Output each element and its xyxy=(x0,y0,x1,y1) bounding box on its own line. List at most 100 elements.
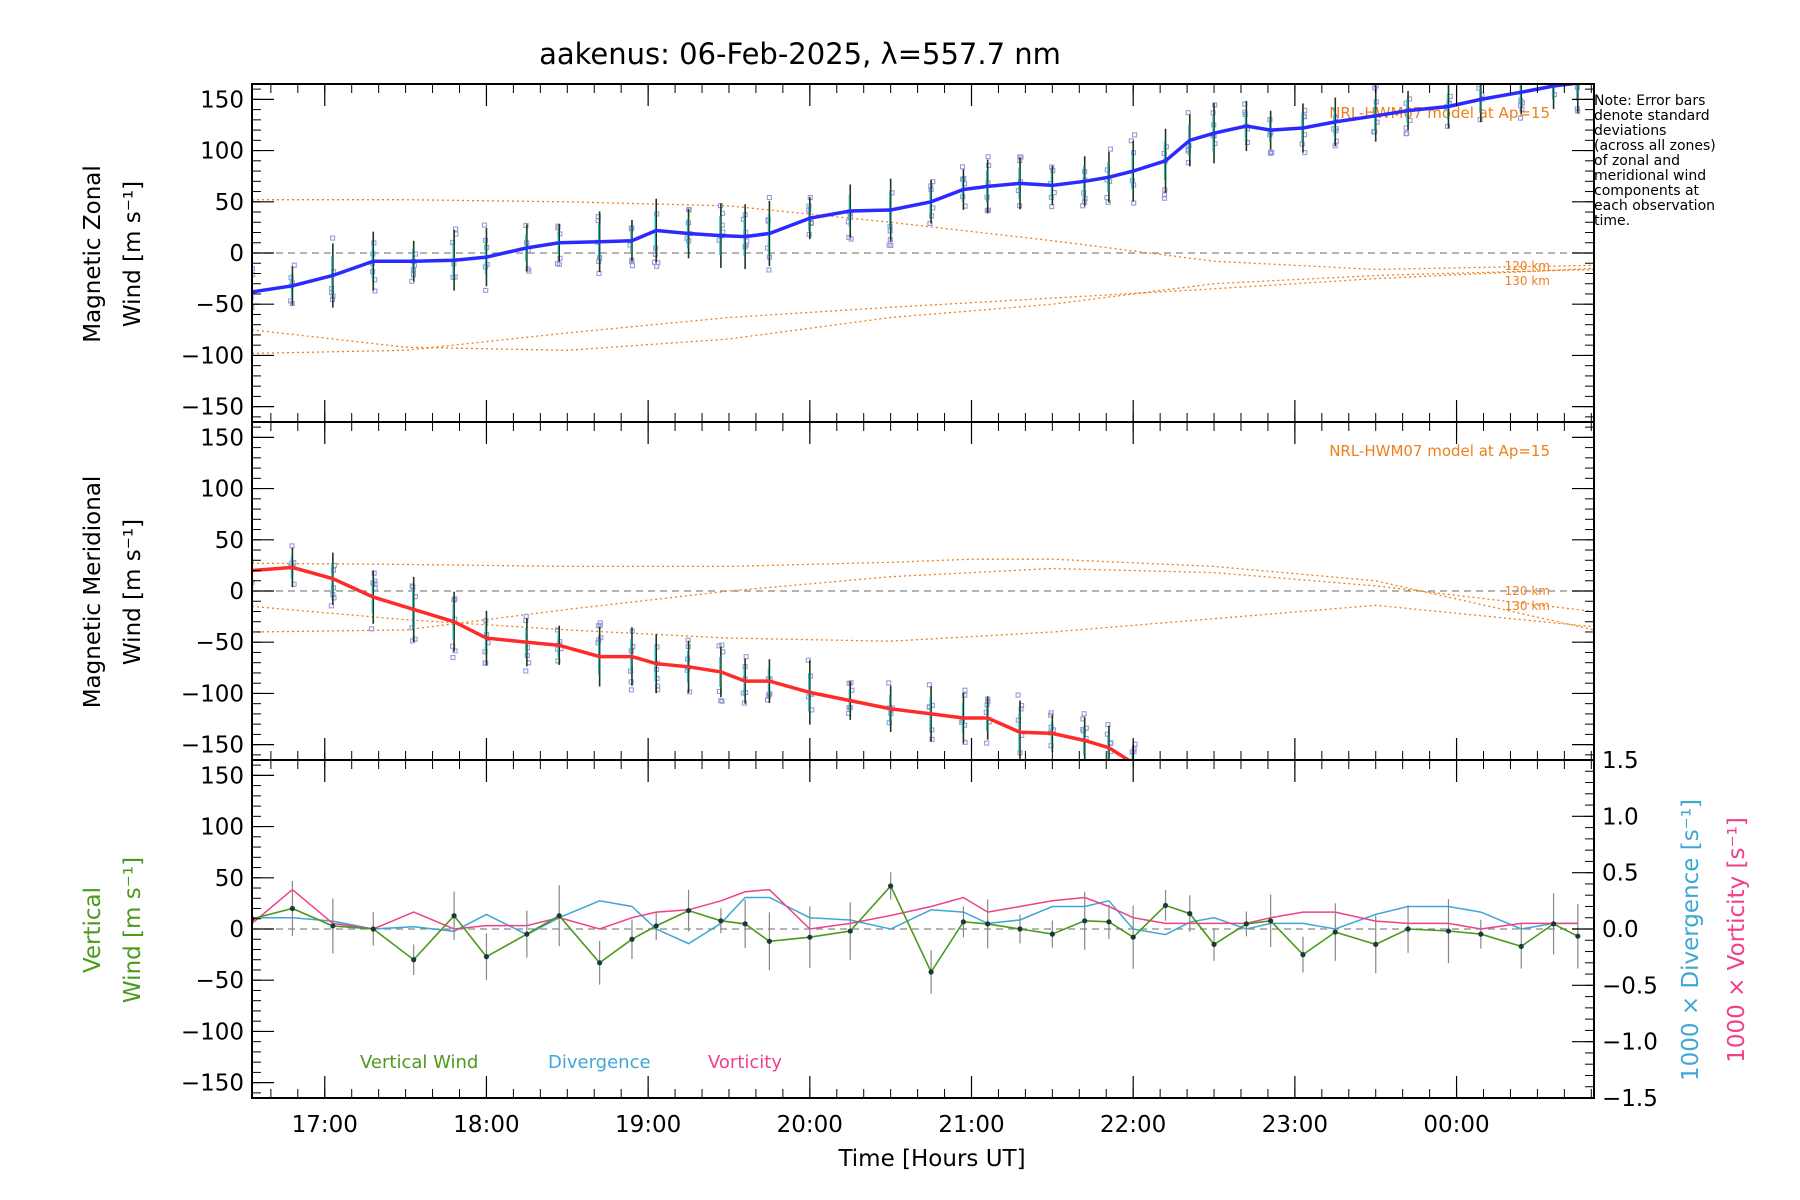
meridional-zone-sample xyxy=(886,680,892,686)
right-axis-tick-label: 1.5 xyxy=(1602,748,1639,774)
vertical-wind-point xyxy=(1550,921,1557,927)
zonal-zone-sample xyxy=(483,287,489,293)
meridional-zone-sample xyxy=(450,654,456,661)
zonal-zone-sample xyxy=(330,235,336,241)
vertical-y-tick-label: −100 xyxy=(181,1019,244,1045)
zonal-zone-sample xyxy=(1269,150,1275,156)
zonal-zone-sample xyxy=(1333,138,1340,144)
vertical-wind-point xyxy=(1106,919,1112,925)
meridional-zone-sample xyxy=(628,687,634,693)
note-line: denote standard xyxy=(1594,108,1710,124)
meridional-ylabel-line2: Wind [m s⁻¹] xyxy=(120,519,146,665)
meridional-zone-sample xyxy=(452,648,458,654)
meridional-plot-area xyxy=(252,543,1594,760)
note-line: deviations xyxy=(1594,123,1666,139)
vertical-wind-point xyxy=(556,913,562,919)
meridional-zone-sample xyxy=(1018,706,1024,712)
vertical-wind-point xyxy=(451,913,457,919)
vertical-wind-point xyxy=(1445,928,1452,934)
zonal-zone-sample xyxy=(1372,85,1378,91)
vertical-wind-point xyxy=(766,938,772,944)
x-tick-label: 22:00 xyxy=(1100,1112,1166,1138)
zonal-y-tick-label: −150 xyxy=(181,395,244,421)
zonal-zone-sample xyxy=(927,220,933,226)
vertical-wind-point xyxy=(1575,933,1581,939)
meridional-zone-sample xyxy=(719,698,725,704)
zonal-model-curve xyxy=(252,268,1594,351)
zonal-zone-sample xyxy=(1244,139,1251,146)
vertical-wind-point xyxy=(411,957,417,963)
vertical-wind-point xyxy=(1268,918,1274,924)
meridional-y-tick-label: −50 xyxy=(195,630,244,656)
zonal-alt-130-label: 130 km xyxy=(1505,274,1550,288)
vertical-y-tick-label: −150 xyxy=(181,1071,244,1097)
zonal-wind-line xyxy=(252,84,1579,294)
zonal-zone-sample xyxy=(1161,195,1168,201)
zonal-zone-sample xyxy=(888,242,894,248)
zonal-zone-sample xyxy=(654,263,660,269)
chart-title: aakenus: 06-Feb-2025, λ=557.7 nm xyxy=(539,37,1061,71)
vertical-wind-point xyxy=(483,954,490,960)
meridional-model-curve xyxy=(252,567,1594,633)
vertical-wind-point xyxy=(629,936,635,942)
meridional-zone-sample xyxy=(331,595,337,601)
plot-layer: 150 100 50 0 −50 −100 −150 150 100 50 0 −50 −100 −150… xyxy=(181,83,1658,1138)
vertical-wind-point xyxy=(1373,941,1379,947)
meridional-zone-sample xyxy=(523,617,529,624)
vertical-y-tick-label: 150 xyxy=(200,763,244,789)
vertical-ylabel-line2: Wind [m s⁻¹] xyxy=(120,857,146,1003)
meridional-zone-sample xyxy=(1081,711,1087,717)
vorticity-ylabel: 1000 × Vorticity [s⁻¹] xyxy=(1724,817,1750,1063)
meridional-y-tick-label: 150 xyxy=(200,425,244,451)
vertical-wind-point xyxy=(524,931,530,937)
zonal-zone-sample xyxy=(523,222,529,228)
zonal-zone-sample xyxy=(481,222,488,228)
right-axis-tick-label: 0.5 xyxy=(1602,861,1639,887)
zonal-panel: 150 100 50 0 −50 −100 −150 xyxy=(181,83,1595,423)
meridional-zone-sample xyxy=(716,643,722,649)
vertical-wind-point xyxy=(653,923,659,929)
meridional-zone-sample xyxy=(1131,746,1137,752)
legend-vorticity: Vorticity xyxy=(708,1052,782,1073)
right-axis-tick-label: −0.5 xyxy=(1602,973,1658,999)
vertical-wind-point xyxy=(1332,929,1338,935)
note-line: Note: Error bars xyxy=(1594,93,1705,109)
zonal-zone-sample xyxy=(252,294,254,300)
vertical-wind-point xyxy=(370,926,376,932)
vertical-wind-point xyxy=(847,928,853,934)
vertical-ylabel-line1: Vertical xyxy=(80,887,106,973)
zonal-zone-sample xyxy=(986,162,992,168)
x-tick-label: 00:00 xyxy=(1423,1112,1489,1138)
zonal-model-curve xyxy=(252,267,1594,355)
zonal-zone-sample xyxy=(453,226,459,232)
meridional-zone-sample xyxy=(410,584,416,590)
vertical-y-tick-label: 100 xyxy=(200,815,244,841)
zonal-y-tick-label: 150 xyxy=(200,87,244,113)
zonal-ylabel-line1: Magnetic Zonal xyxy=(80,165,106,343)
zonal-zone-sample xyxy=(1132,132,1138,138)
note-line: of zonal and xyxy=(1594,153,1680,169)
zonal-y-tick-label: −100 xyxy=(181,343,244,369)
meridional-y-tick-label: 0 xyxy=(229,579,244,605)
vertical-wind-point xyxy=(1300,952,1306,958)
note-line: meridional wind xyxy=(1594,168,1706,184)
zonal-zone-sample xyxy=(1162,192,1168,198)
vertical-panel: 1.5 1.0 0.5 0.0 −0.5 −1.0 −1.5 150 100 50 0 −50 −100… xyxy=(181,748,1658,1112)
vertical-wind-point xyxy=(1049,931,1055,937)
vertical-wind-point xyxy=(928,969,934,975)
meridional-y-tick-label: −150 xyxy=(181,733,244,759)
meridional-zone-sample xyxy=(846,680,852,686)
meridional-zone-sample xyxy=(984,740,990,746)
vertical-y-tick-label: 0 xyxy=(229,917,244,943)
vertical-wind-point xyxy=(597,960,603,966)
zonal-zone-sample xyxy=(1444,123,1451,129)
meridional-zone-sample xyxy=(628,679,634,685)
x-axis-label: Time [Hours UT] xyxy=(837,1146,1025,1172)
vertical-plot-area xyxy=(252,872,1594,994)
vertical-wind-point xyxy=(1017,926,1023,932)
meridional-ylabel-line1: Magnetic Meridional xyxy=(80,476,106,709)
meridional-zone-sample xyxy=(743,654,749,660)
vertical-y-tick-label: 50 xyxy=(215,866,244,892)
right-axis-tick-label: −1.5 xyxy=(1602,1086,1658,1112)
